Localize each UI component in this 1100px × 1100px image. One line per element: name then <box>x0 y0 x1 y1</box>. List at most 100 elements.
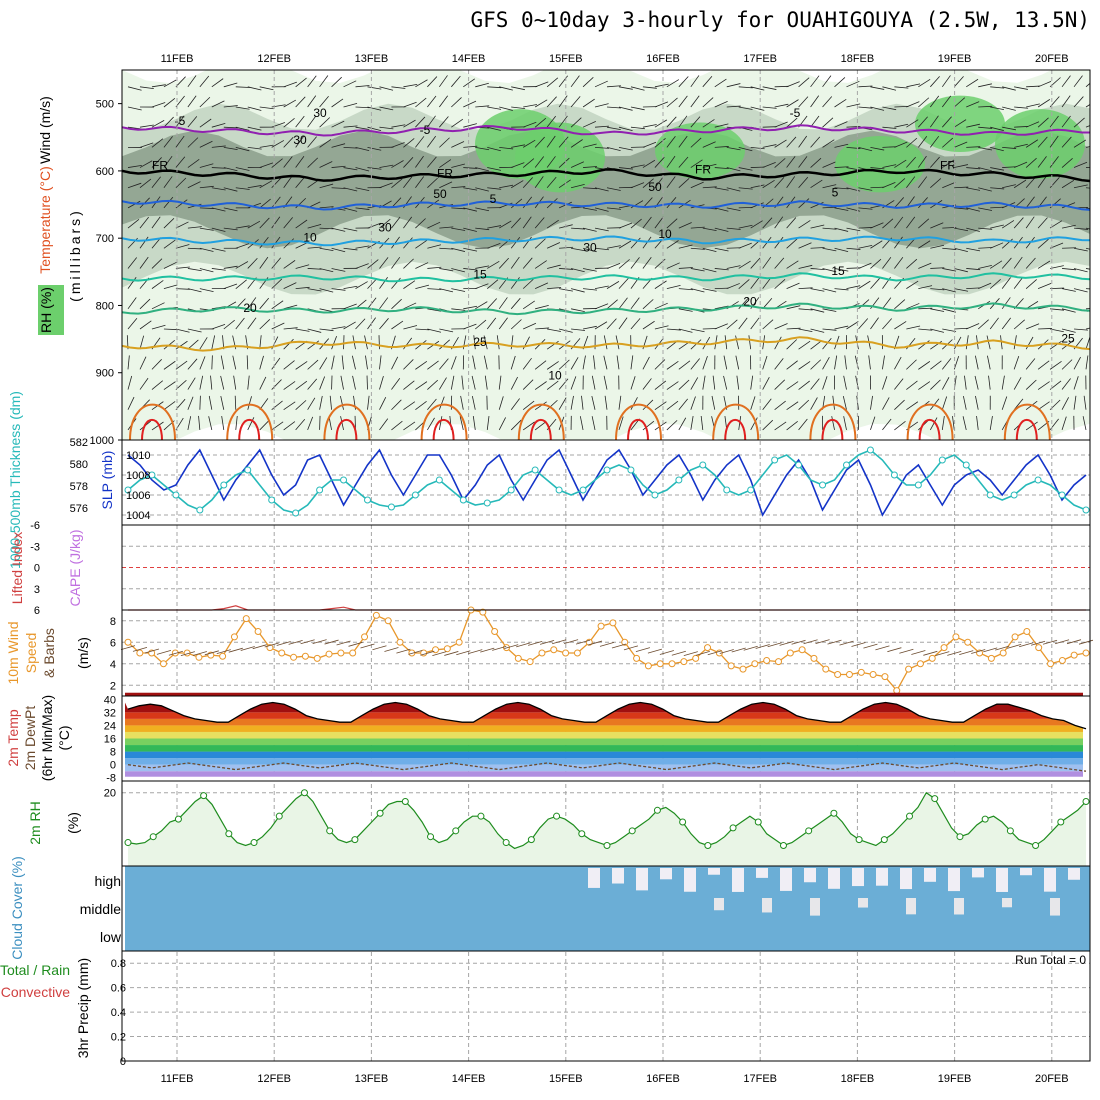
contour-label: FR <box>940 159 956 173</box>
wind-barb <box>570 96 581 108</box>
wind-barb <box>954 227 969 232</box>
wind-barb <box>690 247 705 250</box>
wind-barb <box>151 258 163 269</box>
data-point <box>172 491 180 499</box>
wind-barb <box>882 418 892 431</box>
wind-barb <box>246 355 249 370</box>
contour-label: 50 <box>648 180 662 194</box>
wind-barb <box>606 281 620 289</box>
wind-barb <box>475 207 490 212</box>
wind-barb <box>427 115 436 128</box>
wind-barb <box>221 416 225 430</box>
wind-barb <box>918 97 930 108</box>
wind-barb <box>618 317 628 330</box>
data-point <box>830 809 838 817</box>
wind-barb <box>283 304 298 310</box>
wind-barb <box>630 318 641 330</box>
wind-barb <box>151 280 164 289</box>
wind-barb <box>199 163 214 168</box>
wind-barb <box>139 320 152 330</box>
series-layer <box>120 446 1094 951</box>
wind-barb <box>774 323 788 330</box>
wind-barb <box>974 375 979 390</box>
wind-barb <box>427 221 441 229</box>
data-point <box>881 673 889 681</box>
wind-barb <box>594 146 610 149</box>
contour-label: 20 <box>243 301 257 315</box>
surface-wind-barb <box>995 645 1010 651</box>
precip-tick: 0.8 <box>111 958 126 970</box>
wind-barb <box>259 162 274 168</box>
surface-wind-barb <box>755 644 770 649</box>
data-point <box>754 818 762 826</box>
cloud-gap-high <box>948 868 960 892</box>
wind-barb <box>630 86 645 91</box>
wind-barb <box>415 97 427 108</box>
surface-wind-barb <box>779 640 794 646</box>
wind-barb <box>211 227 226 232</box>
wind-barb <box>930 178 942 189</box>
wind-barb <box>499 106 513 111</box>
wind-barb <box>750 146 765 150</box>
surface-wind-barb <box>1078 639 1094 645</box>
wind-barb <box>1061 359 1073 370</box>
data-point <box>290 653 298 661</box>
wind-barb <box>738 242 752 249</box>
contour-label: 10 <box>658 227 672 241</box>
wind-barb <box>355 85 370 88</box>
wind-barb <box>882 182 896 189</box>
wind-barb <box>843 416 847 430</box>
contour-label: 20 <box>743 294 757 308</box>
wind-barb <box>714 287 729 290</box>
wind-barb <box>1037 401 1050 411</box>
wind-barb <box>774 139 787 148</box>
wind-barb <box>295 361 308 370</box>
wind-barb <box>666 79 680 88</box>
wind-barb <box>762 179 775 189</box>
wind-barb <box>654 137 666 148</box>
wind-barb <box>283 421 296 431</box>
wind-barb <box>726 207 741 212</box>
warm-contour <box>323 403 371 440</box>
wind-barb <box>331 326 346 330</box>
contour-label: 30 <box>378 220 392 234</box>
wind-barb <box>379 418 389 431</box>
wind-barb <box>307 268 322 270</box>
cloud-gap-high <box>972 868 984 878</box>
wind-barb <box>798 308 813 311</box>
wind-barb <box>522 278 534 289</box>
wind-barb <box>235 261 249 269</box>
wind-barb <box>271 216 281 229</box>
wind-barb <box>942 247 957 250</box>
wind-barb <box>1049 361 1062 370</box>
wind-barb <box>259 297 270 310</box>
wind-barb <box>139 216 149 229</box>
slp-tick: 1004 <box>126 510 150 522</box>
data-point <box>1070 651 1078 659</box>
wind-barb <box>810 179 823 189</box>
warm-contour <box>1003 403 1051 440</box>
wind-barb <box>187 358 198 370</box>
wind-barb <box>163 360 176 370</box>
wind-barb <box>1013 377 1022 390</box>
wind-barb <box>439 328 454 333</box>
cloud-level-label: middle <box>80 901 121 917</box>
wind-barb <box>208 395 213 410</box>
wind-barb <box>870 395 873 410</box>
wind-barb <box>127 182 142 189</box>
wind-barb <box>139 236 149 249</box>
wind-barb <box>295 264 310 269</box>
cloud-gap-middle <box>1002 898 1012 908</box>
wind-barb <box>690 358 700 370</box>
data-point <box>527 836 535 844</box>
wind-barb <box>606 85 621 88</box>
wind-barb <box>774 121 788 128</box>
data-point <box>384 617 392 625</box>
wind-barb <box>810 340 822 350</box>
temperature-base <box>122 776 1090 781</box>
wind-barb <box>822 139 835 148</box>
data-point <box>578 830 586 838</box>
data-point <box>962 461 970 469</box>
wind-barb <box>379 126 394 130</box>
wind-barb <box>618 86 633 90</box>
